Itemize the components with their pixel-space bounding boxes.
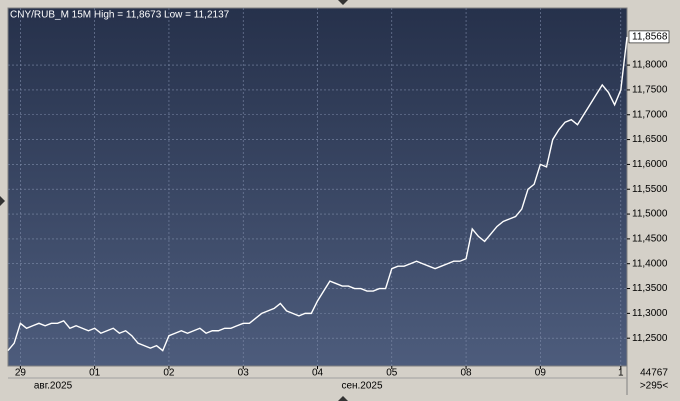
y-tick-label: 11,5000 <box>632 209 668 220</box>
x-tick-label: 09 <box>535 368 547 379</box>
scroll-arrow[interactable] <box>0 196 5 206</box>
price-line <box>7 36 628 352</box>
month-label: сен.2025 <box>341 381 383 392</box>
x-tick-label: 01 <box>89 368 101 379</box>
y-tick-label: 11,6500 <box>632 134 668 145</box>
y-tick-label: 11,3500 <box>632 283 668 294</box>
y-tick-label: 11,5500 <box>632 184 668 195</box>
x-tick-label: 04 <box>312 368 324 379</box>
scroll-arrow[interactable] <box>338 0 348 5</box>
chart-title: CNY/RUB_M 15M High = 11,8673 Low = 11,21… <box>10 10 230 21</box>
y-tick-label: 11,8000 <box>632 60 668 71</box>
x-tick-label: 29 <box>15 368 27 379</box>
month-label: авг.2025 <box>34 381 73 392</box>
plot-area <box>7 7 628 367</box>
last-price-label: 11,8568 <box>632 32 668 43</box>
x-tick-label: 03 <box>238 368 250 379</box>
x-tick-label: 1 <box>618 368 624 379</box>
scroll-arrow[interactable] <box>338 396 348 401</box>
x-tick-label: 02 <box>163 368 175 379</box>
y-tick-label: 11,4500 <box>632 234 668 245</box>
y-tick-label: 11,7000 <box>632 109 668 120</box>
footer-info: >295< <box>640 381 669 392</box>
footer-info: 44767 <box>640 368 668 379</box>
y-tick-label: 11,2500 <box>632 333 668 344</box>
y-tick-label: 11,7500 <box>632 85 668 96</box>
x-tick-label: 05 <box>386 368 398 379</box>
y-tick-label: 11,6000 <box>632 159 668 170</box>
x-tick-label: 08 <box>460 368 472 379</box>
last-price-box <box>628 30 670 44</box>
y-tick-label: 11,4000 <box>632 258 668 269</box>
y-tick-label: 11,3000 <box>632 308 668 319</box>
